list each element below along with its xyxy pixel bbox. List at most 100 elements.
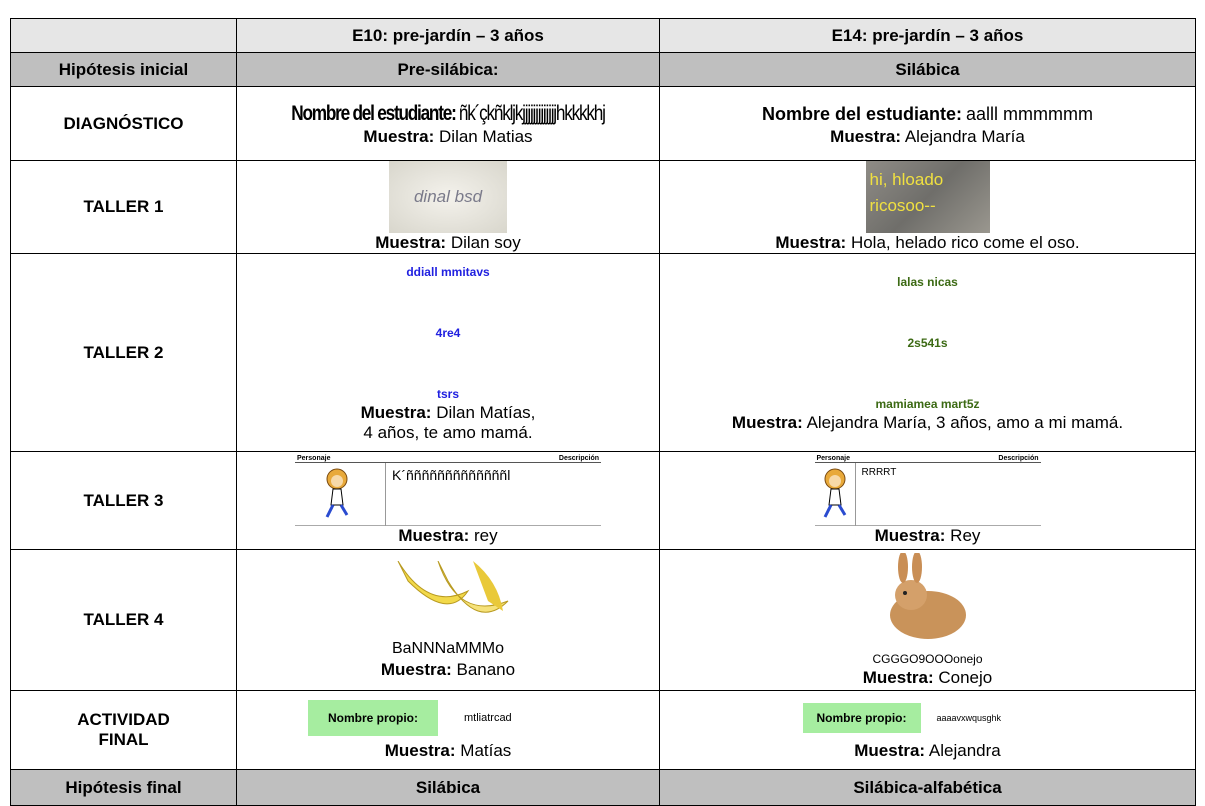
student-work: Nombre propio: mtliatrcad bbox=[308, 699, 588, 737]
sample-text: Hola, helado rico come el oso. bbox=[850, 233, 1080, 252]
table-body: E10: pre-jardín – 3 años E14: pre-jardín… bbox=[10, 18, 1196, 806]
column-label: Personaje bbox=[297, 455, 331, 462]
student-work: lalas nicas 2s541s mamiamea mart5z bbox=[853, 273, 1003, 413]
sample-cell: hi, hloado ricosoo-- Muestra: Hola, helado… bbox=[659, 160, 1196, 254]
sample-label: Muestra: bbox=[384, 741, 456, 760]
student-writing: RRRRT bbox=[861, 467, 897, 478]
sample-caption: Muestra: Dilan Matías, 4 años, te amo ma… bbox=[238, 402, 659, 443]
sample-cell: ddiall mmitavs 4re4 tsrs Muestra: Dilan Mat… bbox=[236, 253, 660, 452]
student-work: CGGGO9OOOonejo bbox=[661, 550, 1195, 666]
student-writing: 4re4 bbox=[435, 325, 461, 340]
name-label: Nombre propio: bbox=[308, 700, 438, 736]
sample-text: rey bbox=[473, 526, 498, 545]
row: ACTIVIDAD FINAL Nombre propio: mtliatrcad M… bbox=[10, 690, 1196, 770]
name-label: Nombre propio: bbox=[802, 703, 921, 733]
hypothesis-cell: Silábica bbox=[659, 52, 1196, 87]
column-label: Personaje bbox=[816, 455, 850, 462]
sample-label: Muestra: bbox=[874, 526, 946, 545]
row-label: TALLER 3 bbox=[10, 451, 237, 550]
sample-caption: Muestra: Alejandra bbox=[661, 741, 1195, 761]
sample-label: Muestra: bbox=[375, 233, 447, 252]
sample-cell: BaNNNaMMMo Muestra: Banano bbox=[236, 549, 660, 691]
student-writing: 2s541s bbox=[907, 335, 948, 350]
student-writing: mamiamea mart5z bbox=[875, 396, 980, 411]
column-label: Descripción bbox=[998, 455, 1039, 462]
sample-text: Conejo bbox=[938, 667, 993, 687]
student-writing: dinal bsd bbox=[413, 187, 483, 206]
sample-caption: Muestra: Alejandra María, 3 años, amo a … bbox=[661, 412, 1195, 433]
sample-cell: Nombre propio: mtliatrcad Muestra: Matías bbox=[236, 690, 660, 770]
header-cell: E10: pre-jardín – 3 años bbox=[236, 18, 660, 53]
student-work: ddiall mmitavs 4re4 tsrs bbox=[383, 263, 513, 403]
row-label: DIAGNÓSTICO bbox=[10, 86, 237, 161]
column-label: Descripción bbox=[558, 455, 599, 462]
sample-caption: Muestra: Rey bbox=[661, 526, 1195, 546]
sample-cell: Personaje Descripción RRRRT Muestra: Rey bbox=[659, 451, 1196, 550]
sample-text: Dilan soy bbox=[450, 233, 521, 252]
sample-label: Muestra: bbox=[862, 667, 934, 687]
sample-label: Muestra: bbox=[731, 412, 803, 432]
sample-caption: Muestra: Hola, helado rico come el oso. bbox=[661, 233, 1195, 253]
student-work: Nombre propio: aaaavxwqusghk bbox=[802, 699, 1053, 737]
header-row: E10: pre-jardín – 3 años E14: pre-jardín… bbox=[10, 18, 1196, 53]
sample-caption: Muestra: Dilan soy bbox=[238, 233, 659, 253]
sample-label: Muestra: bbox=[363, 126, 435, 146]
sample-cell: Nombre propio: aaaavxwqusghk Muestra: Alej… bbox=[659, 690, 1196, 770]
sample-caption: Muestra: Banano bbox=[238, 659, 659, 680]
illustration bbox=[661, 550, 1195, 648]
initial-hypothesis-row: Hipótesis inicial Pre-silábica: Silábica bbox=[10, 52, 1196, 87]
sample-caption: Muestra: Matías bbox=[238, 741, 659, 761]
drawing bbox=[889, 550, 966, 639]
student-writing: ñk´çkñkljkjjjjjjjjjjjjjhkkkkhj bbox=[458, 101, 606, 125]
student-writing: ddiall mmitavs bbox=[406, 264, 490, 279]
student-writing: aaaavxwqusghk bbox=[936, 713, 1002, 723]
sample-cell: Personaje Descripción K´ñññññññññññññl Mues… bbox=[236, 451, 660, 550]
row: TALLER 1 dinal bsd Muestra: Dilan soy hi, h… bbox=[10, 160, 1196, 254]
sample-caption: Muestra: Dilan Matias bbox=[238, 126, 659, 147]
sample-label: Muestra: bbox=[380, 659, 452, 679]
row: TALLER 3 Personaje Descripción K´ññññññññññ… bbox=[10, 451, 1196, 550]
sheet-header: Personaje Descripción bbox=[814, 455, 1041, 463]
sample-text: Alejandra María bbox=[904, 126, 1025, 146]
student-work: Nombre del estudiante: aalll mmmmmm bbox=[661, 101, 1195, 127]
drawing bbox=[397, 560, 509, 613]
illustration bbox=[238, 560, 659, 636]
student-writing: lalas nicas bbox=[897, 274, 958, 289]
sample-caption: Muestra: Conejo bbox=[661, 667, 1195, 688]
sample-text: Alejandra María, 3 años, amo a mi mamá. bbox=[806, 412, 1124, 432]
sample-cell: CGGGO9OOOonejo Muestra: Conejo bbox=[659, 549, 1196, 691]
student-name-label: Nombre del estudiante: bbox=[761, 103, 963, 124]
row: DIAGNÓSTICO Nombre del estudiante: ñk´çkñk… bbox=[10, 86, 1196, 161]
sample-text: Dilan Matías, 4 años, te amo mamá. bbox=[363, 402, 536, 442]
hypothesis-cell: Pre-silábica: bbox=[236, 52, 660, 87]
row-label: TALLER 4 bbox=[10, 549, 237, 691]
sample-text: Matías bbox=[460, 741, 512, 760]
row-label: TALLER 1 bbox=[10, 160, 237, 254]
student-work: BaNNNaMMMo bbox=[238, 560, 659, 658]
row: TALLER 4 BaNNNaMMMo Muestra: Banano CGGGO9O… bbox=[10, 549, 1196, 691]
page: E10: pre-jardín – 3 años E14: pre-jardín… bbox=[10, 18, 1196, 806]
results-table: E10: pre-jardín – 3 años E14: pre-jardín… bbox=[10, 18, 1196, 806]
sample-cell: dinal bsd Muestra: Dilan soy bbox=[236, 160, 660, 254]
sample-label: Muestra: bbox=[830, 126, 902, 146]
row-label: ACTIVIDAD FINAL bbox=[10, 690, 237, 770]
sample-text: Dilan Matias bbox=[439, 126, 533, 146]
student-work: hi, hloado ricosoo-- bbox=[865, 161, 990, 233]
student-work: dinal bsd bbox=[389, 161, 507, 233]
sample-label: Muestra: bbox=[398, 526, 470, 545]
sample-text: Banano bbox=[456, 659, 516, 679]
sheet-body: K´ñññññññññññññl bbox=[295, 463, 601, 526]
student-writing: BaNNNaMMMo bbox=[391, 639, 504, 657]
row: TALLER 2 ddiall mmitavs 4re4 tsrs Muestra: D… bbox=[10, 253, 1196, 452]
student-work: Nombre del estudiante: ñk´çkñkljkjjjjjjjj… bbox=[275, 101, 621, 127]
student-name-label: Nombre del estudiante: bbox=[291, 101, 457, 125]
sample-text: Alejandra bbox=[928, 741, 1001, 760]
student-writing: ricosoo-- bbox=[869, 196, 936, 215]
row-label: TALLER 2 bbox=[10, 253, 237, 452]
sample-cell: Nombre del estudiante: ñk´çkñkljkjjjjjjjj… bbox=[236, 86, 660, 161]
student-work: Personaje Descripción RRRRT bbox=[814, 455, 1041, 526]
student-writing: CGGGO9OOOonejo bbox=[872, 651, 983, 666]
illustration bbox=[295, 463, 386, 526]
student-writing: K´ñññññññññññññl bbox=[392, 467, 511, 483]
student-writing: tsrs bbox=[436, 386, 459, 401]
